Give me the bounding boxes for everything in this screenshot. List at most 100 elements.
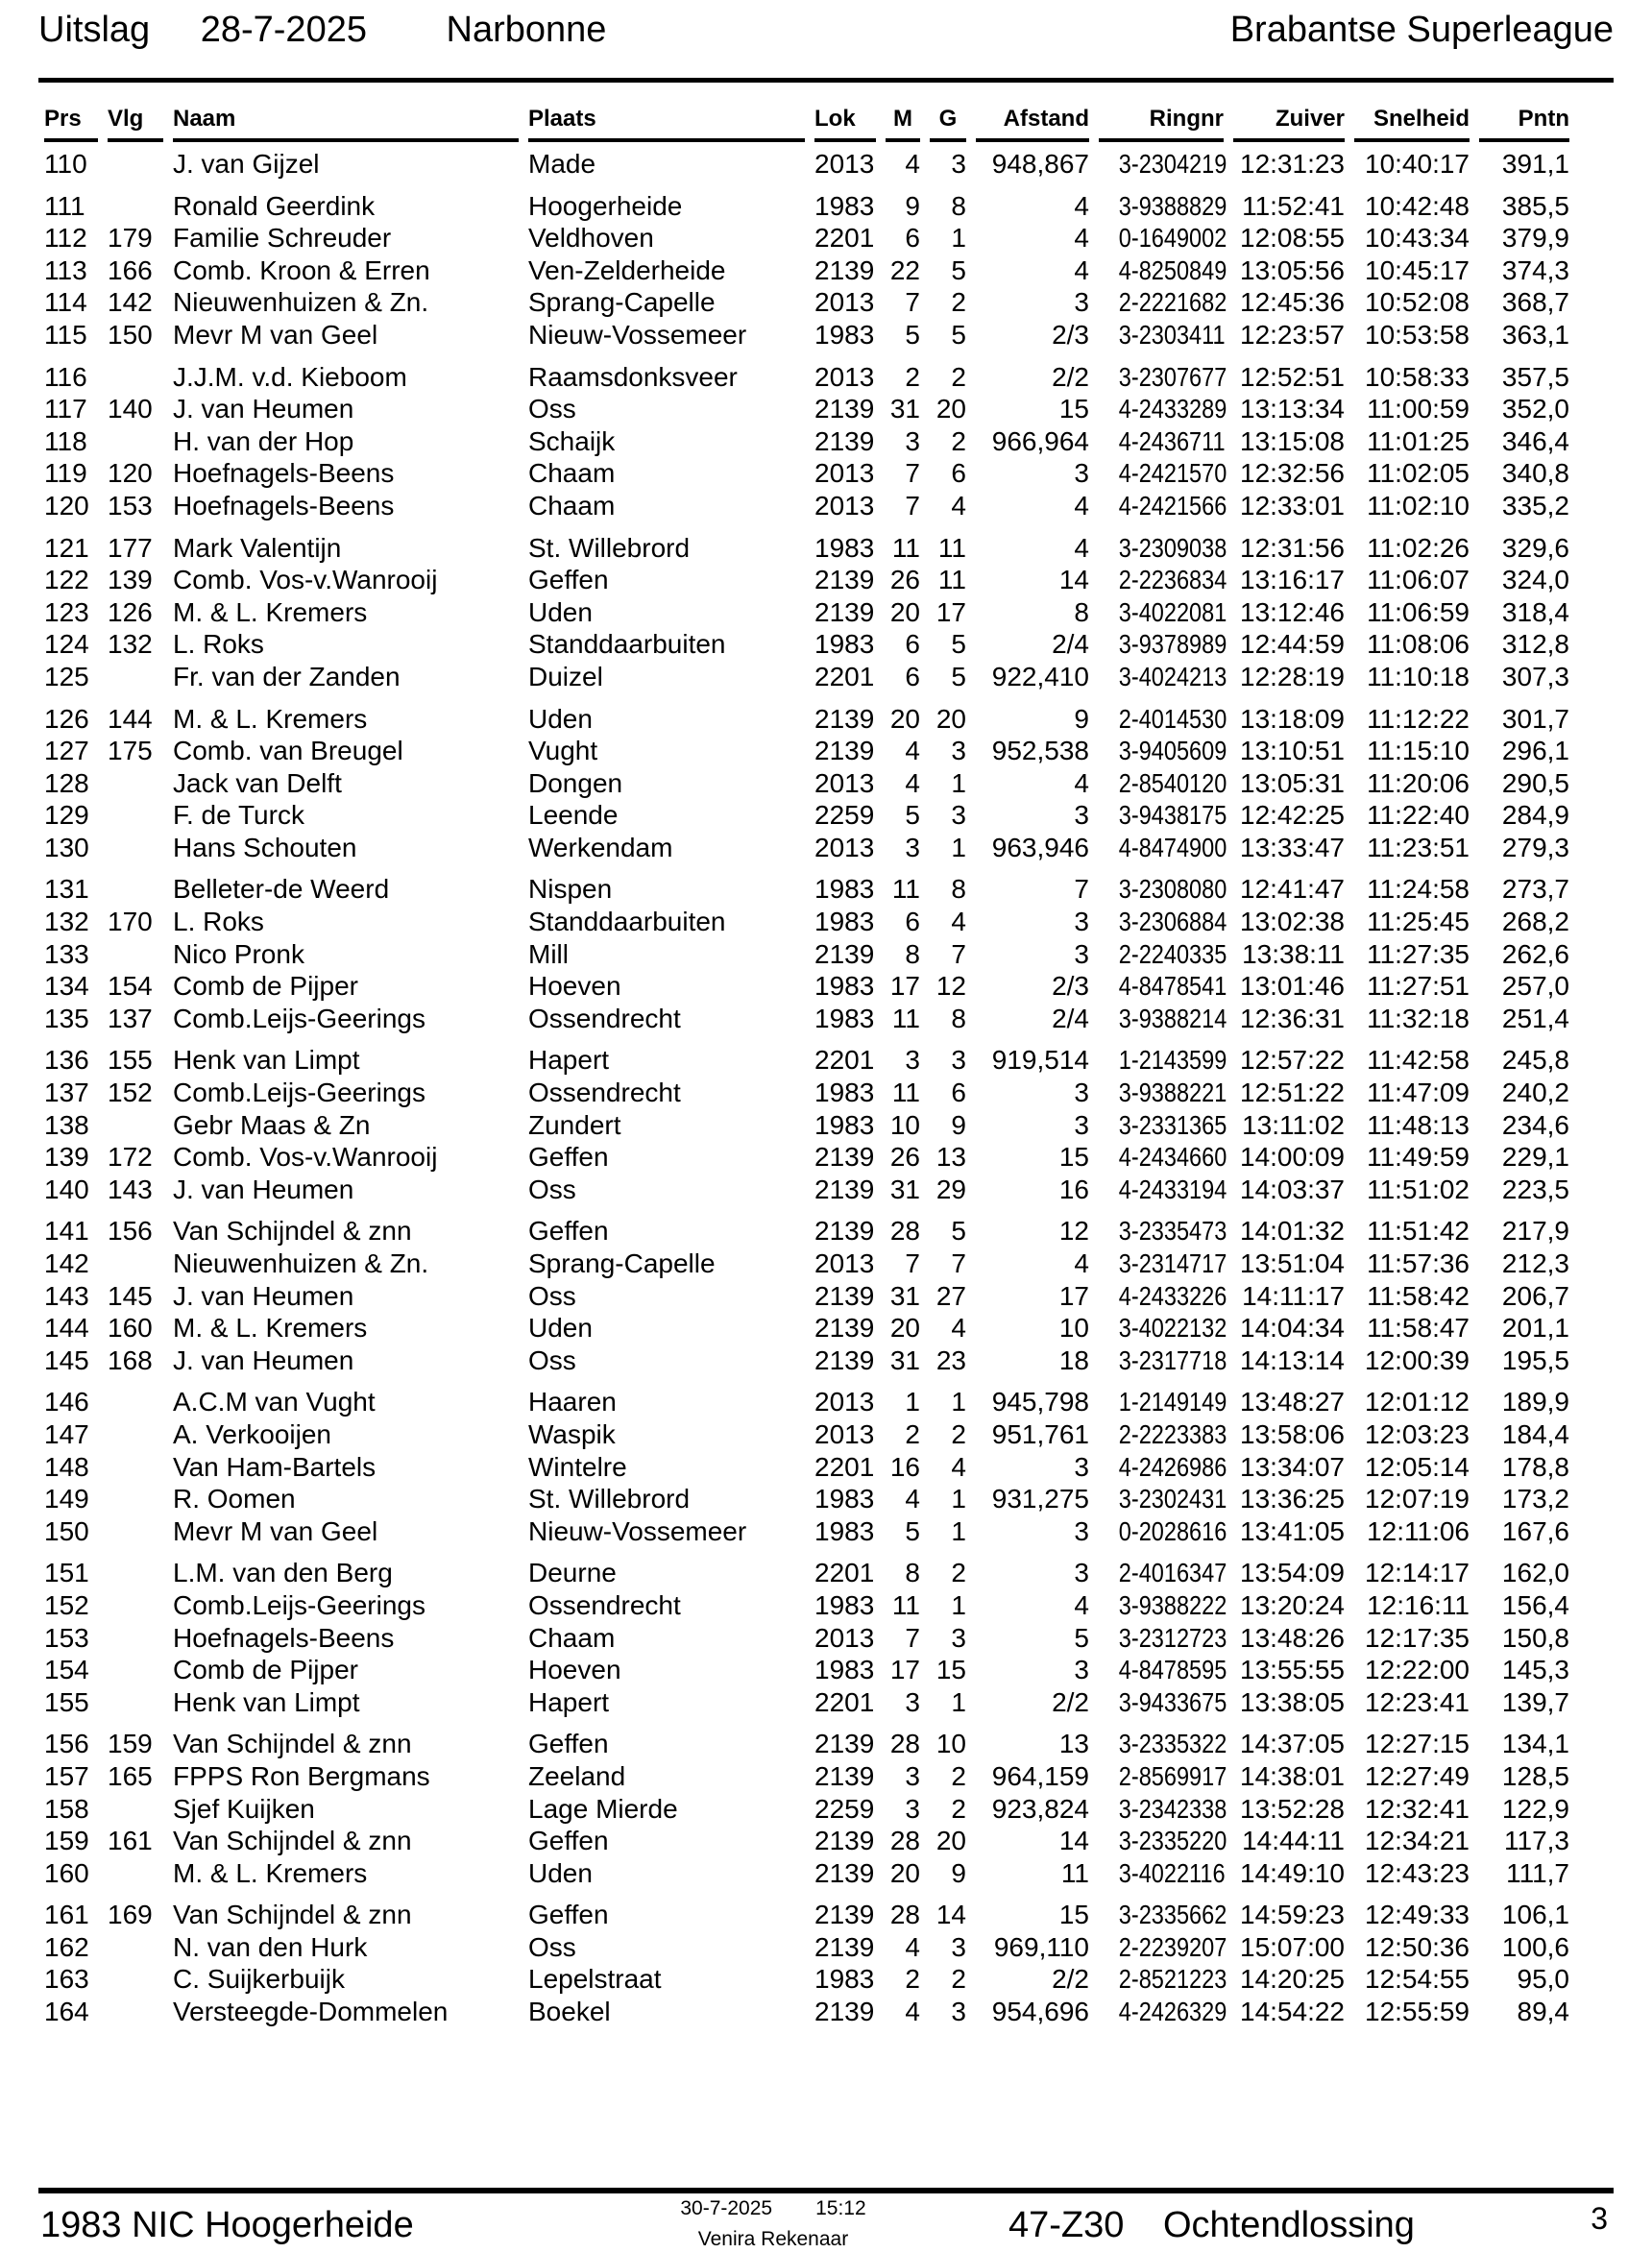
row-group: 111 Ronald Geerdink Hoogerheide 1983 9 8 4 3-93… [44,190,1614,351]
cell-prs: 160 [44,1857,89,1888]
cell-lok: 1983 [814,190,875,221]
cell-pntn: 363,1 [1501,319,1569,350]
cell-afstand: 3 [1074,1515,1089,1546]
cell-naam: R. Oomen [173,1484,296,1514]
cell-prs: 132 [44,907,89,937]
cell-ringnr: 3-9378989 [1118,629,1227,660]
cell-ringnr: 4-2434660 [1118,1142,1227,1173]
cell-vlg: 150 [108,319,153,350]
cell-lok: 2139 [814,1931,875,1962]
cell-afstand: 4 [1074,1248,1089,1278]
cell-snelheid: 11:32:18 [1367,1003,1470,1033]
cell-pntn: 374,3 [1501,254,1569,285]
cell-plaats: Raamsdonksveer [528,361,738,392]
cell-prs: 139 [44,1142,89,1173]
cell-m: 26 [889,565,920,595]
cell-zuiver: 13:38:11 [1242,938,1345,969]
cell-zuiver: 12:31:56 [1240,532,1345,563]
cell-naam: Henk van Limpt [173,1045,360,1076]
cell-prs: 141 [44,1216,89,1247]
results-table: Prs Vlg Naam Plaats Lok M G Afstand Ringnr Zuiver… [38,102,1614,2028]
cell-g: 7 [951,1248,966,1278]
cell-pntn: 318,4 [1501,596,1569,627]
cell-ringnr: 2-2239207 [1118,1931,1227,1962]
cell-m: 28 [889,1826,920,1856]
cell-plaats: Lage Mierde [528,1793,678,1824]
cell-pntn: 178,8 [1501,1451,1569,1482]
cell-snelheid: 11:08:06 [1367,629,1470,660]
cell-pntn: 352,0 [1501,394,1569,424]
cell-m: 11 [891,1003,920,1033]
cell-naam: Hans Schouten [173,832,357,862]
cell-prs: 150 [44,1515,89,1546]
cell-zuiver: 12:42:25 [1240,800,1345,831]
cell-ringnr: 3-4022132 [1118,1313,1227,1344]
cell-lok: 2139 [814,1174,875,1204]
cell-naam: Sjef Kuijken [173,1793,315,1824]
cell-afstand: 3 [1074,1078,1089,1108]
cell-pntn: 139,7 [1501,1686,1569,1717]
cell-lok: 2201 [814,1045,875,1076]
cell-prs: 138 [44,1109,89,1140]
cell-vlg: 145 [108,1280,153,1311]
cell-lok: 2139 [814,1760,875,1791]
cell-afstand: 954,696 [991,1997,1089,2027]
cell-g: 20 [935,1826,966,1856]
cell-prs: 163 [44,1964,89,1995]
page-number: 3 [1591,2201,1608,2236]
cell-pntn: 284,9 [1501,800,1569,831]
cell-g: 4 [951,907,966,937]
cell-naam: Nieuwenhuizen & Zn. [173,1248,429,1278]
cell-plaats: Lepelstraat [528,1964,662,1995]
col-header-ringnr: Ringnr [1099,102,1224,142]
cell-naam: Henk van Limpt [173,1686,360,1717]
cell-ringnr: 3-9405609 [1118,736,1227,766]
cell-m: 3 [905,1760,920,1791]
cell-naam: J. van Gijzel [173,149,320,179]
cell-zuiver: 13:48:27 [1240,1387,1345,1417]
cell-g: 23 [935,1345,966,1375]
cell-ringnr: 1-2143599 [1118,1045,1227,1076]
cell-lok: 2139 [814,703,875,734]
cell-ringnr: 3-4022116 [1118,1857,1226,1888]
cell-snelheid: 11:47:09 [1367,1078,1470,1108]
cell-plaats: Veldhoven [528,223,654,254]
cell-snelheid: 11:58:47 [1367,1313,1470,1344]
cell-pntn: 240,2 [1501,1078,1569,1108]
cell-g: 5 [951,1216,966,1247]
cell-zuiver: 13:34:07 [1240,1451,1345,1482]
cell-naam: L. Roks [173,629,264,660]
cell-lok: 2139 [814,1826,875,1856]
cell-ringnr: 4-8250849 [1118,254,1227,285]
cell-m: 7 [905,490,920,521]
cell-afstand: 2/4 [1052,1003,1089,1033]
cell-prs: 148 [44,1451,89,1482]
cell-lok: 2139 [814,254,875,285]
cell-snelheid: 12:54:55 [1365,1964,1470,1995]
cell-vlg: 154 [108,971,153,1002]
cell-afstand: 15 [1058,1142,1089,1173]
cell-ringnr: 4-2421570 [1118,458,1227,489]
cell-plaats: Mill [528,938,569,969]
cell-zuiver: 14:49:10 [1240,1857,1345,1888]
table-row: 136 155 Henk van Limpt Hapert 2201 3 3 919,514 1… [44,1044,1614,1077]
cell-vlg [108,1622,163,1655]
cell-plaats: Dongen [528,767,623,798]
cell-pntn: 117,3 [1504,1826,1569,1856]
cell-lok: 1983 [814,319,875,350]
cell-g: 1 [951,1515,966,1546]
table-row: 133 Nico Pronk Mill 2139 8 7 3 2-2240335 13:38:1… [44,938,1614,971]
cell-zuiver: 14:38:01 [1240,1760,1345,1791]
cell-zuiver: 13:52:28 [1240,1793,1345,1824]
cell-m: 28 [889,1729,920,1759]
cell-vlg [108,1686,163,1719]
table-row: 139 172 Comb. Vos-v.Wanrooij Geffen 2139 26 13… [44,1141,1614,1174]
cell-naam: Van Schijndel & znn [173,1900,412,1930]
cell-pntn: 134,1 [1501,1729,1569,1759]
cell-g: 2 [951,1964,966,1995]
cell-prs: 124 [44,629,89,660]
cell-lok: 2139 [814,425,875,456]
cell-snelheid: 11:51:42 [1367,1216,1470,1247]
table-row: 130 Hans Schouten Werkendam 2013 3 1 963,946 4-… [44,832,1614,864]
